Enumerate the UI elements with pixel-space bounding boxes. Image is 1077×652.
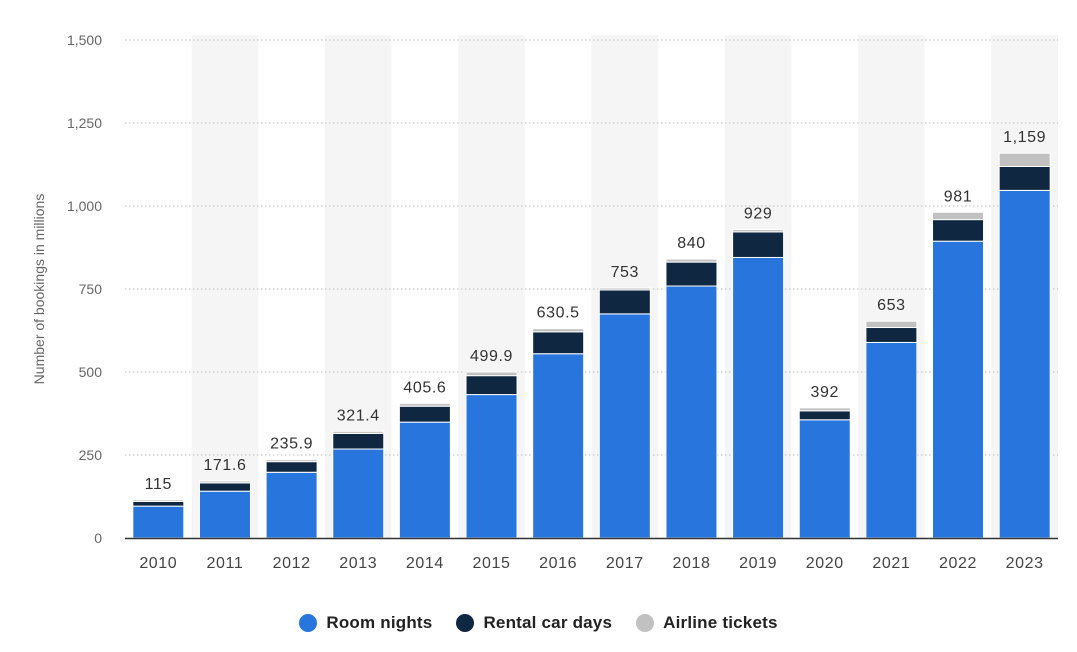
- y-tick-label: 1,500: [67, 32, 102, 48]
- bar-segment-rental-car-days: [665, 261, 718, 287]
- total-label: 630.5: [537, 305, 580, 322]
- legend-item-room-nights[interactable]: Room nights: [299, 613, 432, 633]
- bar-segment-rental-car-days: [198, 482, 251, 492]
- bar-segment-room-nights: [665, 285, 718, 539]
- bar-segment-airline-tickets: [665, 258, 718, 263]
- y-tick-label: 500: [79, 364, 103, 380]
- total-label: 840: [677, 235, 706, 252]
- total-label: 499.9: [470, 348, 513, 365]
- bar-segment-room-nights: [998, 189, 1051, 539]
- x-tick-label: 2012: [273, 555, 311, 572]
- bar-segment-room-nights: [465, 394, 518, 539]
- total-label: 321.4: [337, 407, 380, 424]
- x-tick-label: 2010: [139, 555, 177, 572]
- bar-segment-airline-tickets: [532, 328, 585, 333]
- total-label: 929: [744, 206, 773, 223]
- legend-marker-rental-car-days: [456, 614, 475, 632]
- y-tick-label: 1,250: [67, 115, 102, 131]
- bar-segment-airline-tickets: [398, 402, 451, 407]
- y-tick-label: 750: [79, 281, 103, 297]
- x-tick-label: 2013: [339, 555, 377, 572]
- bar-segment-airline-tickets: [132, 499, 185, 502]
- bar-segment-room-nights: [598, 313, 651, 539]
- bar-segment-airline-tickets: [732, 229, 785, 233]
- column-band: [191, 35, 259, 538]
- legend-label-room-nights: Room nights: [326, 613, 433, 632]
- legend-marker-room-nights: [299, 614, 318, 632]
- bar-segment-room-nights: [865, 341, 918, 539]
- bar-segment-rental-car-days: [998, 165, 1051, 191]
- total-label: 171.6: [203, 457, 246, 474]
- bar-segment-room-nights: [798, 419, 851, 539]
- bar-segment-rental-car-days: [532, 331, 585, 355]
- total-label: 653: [877, 297, 906, 314]
- bar-segment-room-nights: [332, 448, 385, 539]
- total-value-labels: 115 171.6 235.9 321.4 405.6 499.9 630.5 753 840 9…: [145, 129, 1046, 493]
- legend-item-rental-car-days[interactable]: Rental car days: [456, 613, 612, 633]
- bar-segment-airline-tickets: [932, 211, 985, 221]
- legend: Room nights Rental car days Airline tick…: [0, 606, 1077, 640]
- bar-segment-airline-tickets: [332, 430, 385, 434]
- bar-segment-airline-tickets: [198, 480, 251, 484]
- legend-marker-airline-tickets: [636, 614, 655, 632]
- x-tick-label: 2014: [406, 555, 444, 572]
- bar-segment-room-nights: [532, 353, 585, 539]
- legend-item-airline-tickets[interactable]: Airline tickets: [636, 613, 778, 633]
- x-tick-label: 2011: [207, 555, 244, 572]
- y-axis-label: Number of bookings in millions: [31, 194, 47, 385]
- bar-segment-room-nights: [198, 490, 251, 539]
- y-tick-label: 250: [79, 447, 103, 463]
- bar-segment-room-nights: [932, 240, 985, 539]
- bar-segment-room-nights: [265, 471, 318, 539]
- total-label: 405.6: [403, 379, 446, 396]
- x-tick-label: 2018: [672, 555, 710, 572]
- x-tick-label: 2020: [806, 555, 844, 572]
- bar-segment-rental-car-days: [398, 405, 451, 423]
- x-tick-label: 2023: [1006, 555, 1044, 572]
- stacked-bar-chart: 0 250 500 750 1,000 1,250 1,500 Number of book…: [31, 32, 1058, 572]
- bar-segment-room-nights: [132, 505, 185, 539]
- bar-segment-airline-tickets: [265, 459, 318, 463]
- y-tick-label: 0: [94, 530, 102, 546]
- bar-segment-rental-car-days: [865, 327, 918, 343]
- x-tick-label: 2019: [739, 555, 777, 572]
- bar-segment-rental-car-days: [265, 461, 318, 473]
- x-tick-label: 2022: [939, 555, 977, 572]
- bar-stacks: [132, 152, 1051, 539]
- bar-segment-rental-car-days: [332, 432, 385, 450]
- total-label: 753: [611, 264, 640, 281]
- bar-segment-rental-car-days: [932, 219, 985, 242]
- total-label: 1,159: [1003, 129, 1046, 146]
- bar-segment-airline-tickets: [998, 152, 1051, 167]
- bar-segment-rental-car-days: [732, 231, 785, 258]
- x-axis-ticks: 2010 2011 2012 2013 2014 2015 2016 2017 2018 2019…: [139, 555, 1043, 572]
- bar-segment-rental-car-days: [465, 375, 518, 396]
- total-label: 392: [811, 384, 840, 401]
- total-label: 115: [145, 476, 172, 493]
- total-label: 235.9: [270, 436, 313, 453]
- y-axis-ticks: 0 250 500 750 1,000 1,250 1,500: [67, 32, 102, 546]
- x-tick-label: 2021: [872, 555, 910, 572]
- bar-segment-airline-tickets: [465, 371, 518, 377]
- bar-segment-rental-car-days: [132, 500, 185, 507]
- bar-segment-airline-tickets: [798, 407, 851, 412]
- legend-label-airline-tickets: Airline tickets: [663, 613, 778, 632]
- bar-segment-room-nights: [732, 256, 785, 539]
- bar-segment-rental-car-days: [598, 289, 651, 315]
- x-tick-label: 2016: [539, 555, 577, 572]
- bar-segment-room-nights: [398, 421, 451, 539]
- x-tick-label: 2015: [473, 555, 511, 572]
- legend-label-rental-car-days: Rental car days: [483, 613, 613, 632]
- bar-segment-airline-tickets: [598, 287, 651, 291]
- x-tick-label: 2017: [606, 555, 644, 572]
- bar-segment-rental-car-days: [798, 410, 851, 421]
- bar-segment-airline-tickets: [865, 320, 918, 329]
- total-label: 981: [944, 188, 973, 205]
- y-tick-label: 1,000: [67, 198, 102, 214]
